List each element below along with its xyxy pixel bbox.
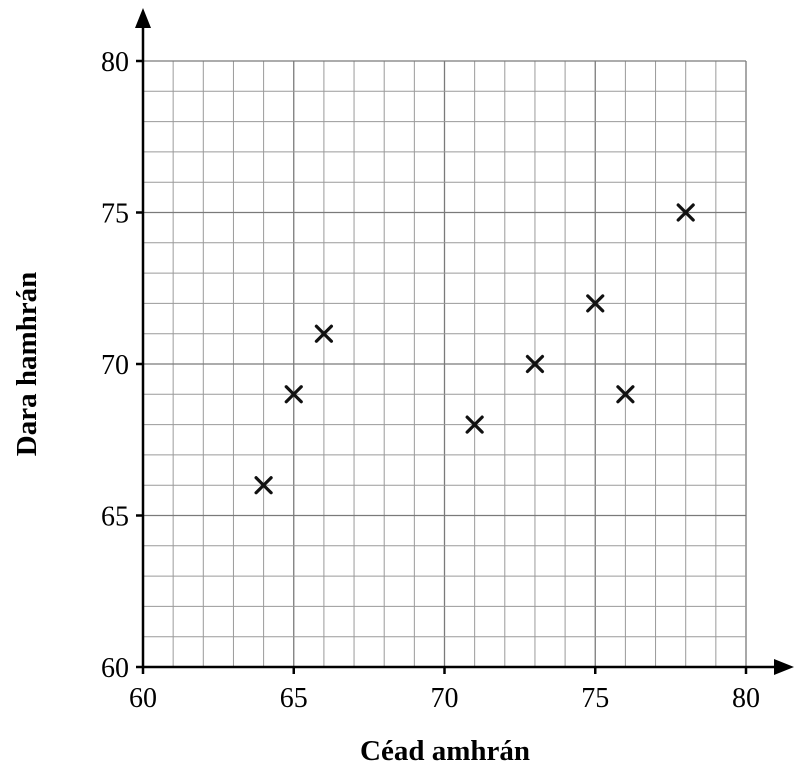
- y-axis-label: Dara hamhrán: [11, 272, 43, 456]
- data-points: [254, 203, 695, 495]
- tick-labels: 60 65 70 75 80 60 65 70 75 80: [101, 47, 760, 714]
- x-axis-label: Céad amhrán: [360, 735, 530, 767]
- y-tick-label: 80: [101, 47, 129, 78]
- data-point-cross: [525, 354, 545, 374]
- x-tick-label: 70: [431, 683, 459, 714]
- data-point-cross: [254, 476, 273, 495]
- data-point-cross: [616, 385, 635, 404]
- x-tick-label: 75: [581, 683, 609, 714]
- data-point-cross: [314, 324, 333, 343]
- y-tick-label: 60: [101, 653, 129, 684]
- x-tick-label: 65: [280, 683, 308, 714]
- y-axis-arrow: [135, 8, 151, 28]
- x-axis-arrow: [774, 659, 794, 675]
- x-tick-label: 60: [129, 683, 157, 714]
- y-tick-label: 75: [101, 199, 129, 230]
- data-point-cross: [284, 385, 303, 404]
- data-point-cross: [586, 294, 605, 313]
- y-tick-label: 70: [101, 350, 129, 381]
- x-tick-label: 80: [732, 683, 760, 714]
- y-tick-label: 65: [101, 502, 129, 533]
- data-point-cross: [465, 415, 484, 434]
- data-point-cross: [676, 203, 695, 222]
- grid: [142, 60, 747, 668]
- axes: [135, 8, 794, 675]
